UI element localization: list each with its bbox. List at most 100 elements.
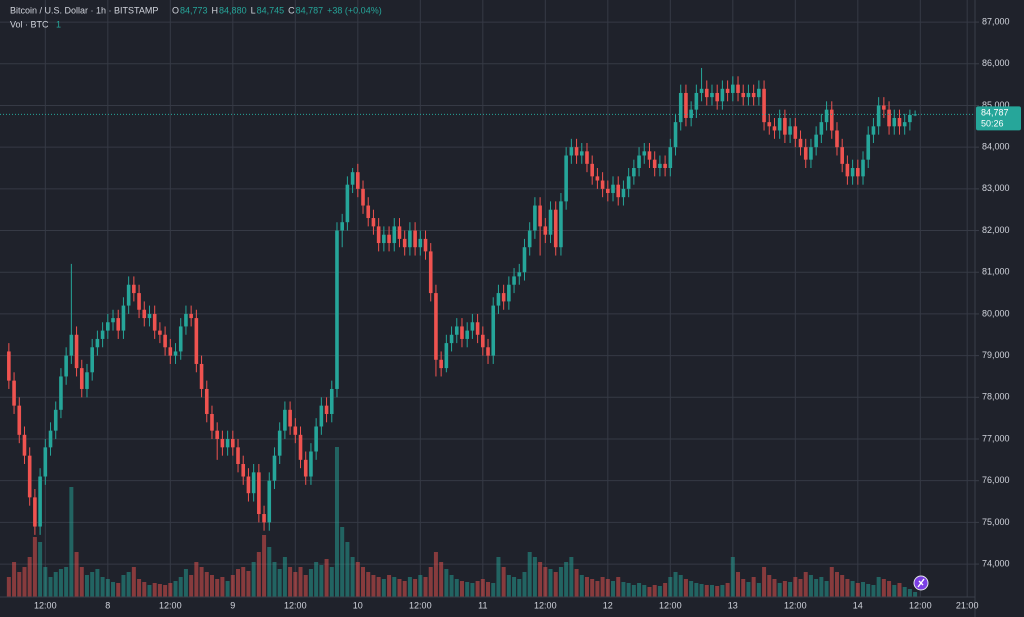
candle-body <box>642 151 647 156</box>
candle-body <box>803 147 808 160</box>
candle-body <box>699 88 704 93</box>
volume-bar <box>241 567 246 597</box>
candle-body <box>522 247 527 273</box>
volume-bar <box>788 582 793 597</box>
candle-body <box>132 284 136 294</box>
candle-body <box>751 92 756 98</box>
candle-body <box>626 176 631 189</box>
candle-body <box>876 105 881 127</box>
volume-bar <box>699 584 704 597</box>
y-tick-label: 83,000 <box>982 183 1010 193</box>
candle-body <box>481 334 485 348</box>
candle-body <box>111 318 115 323</box>
volume-bar <box>121 575 126 597</box>
x-tick-label: 9 <box>230 600 235 610</box>
volume-bar <box>491 583 496 597</box>
candle-body <box>616 184 621 198</box>
candle-body <box>684 92 688 118</box>
volume-bar <box>762 567 767 597</box>
volume-bar <box>569 557 574 597</box>
candle-body <box>553 209 558 248</box>
x-tick-label: 12:00 <box>909 600 932 610</box>
candle-body <box>543 226 548 235</box>
candle-body <box>382 234 386 244</box>
candle-body <box>288 409 292 427</box>
volume-bar <box>142 582 147 597</box>
candle-body <box>569 147 574 156</box>
volume-bar <box>736 572 741 597</box>
volume-bar <box>392 577 397 597</box>
candle-body <box>777 117 782 131</box>
volume-bar <box>501 567 506 597</box>
grid <box>0 0 975 597</box>
candle-body <box>43 447 48 477</box>
price-tag-bg <box>976 106 1021 131</box>
candle-body <box>189 313 193 319</box>
candle-body <box>22 434 27 456</box>
candle-body <box>845 163 850 177</box>
volume-bar <box>64 567 69 597</box>
volume-bar <box>152 583 157 597</box>
volume-bar <box>204 572 209 597</box>
candle-body <box>215 430 219 439</box>
volume-bar <box>69 487 74 597</box>
candle-body <box>444 343 449 369</box>
volume-bar <box>194 562 199 597</box>
candle-body <box>861 159 865 177</box>
candle-body <box>173 351 178 356</box>
candle-body <box>574 147 579 156</box>
volume-bar <box>506 575 511 597</box>
volume-bar <box>340 527 345 597</box>
volume-bar <box>647 587 652 597</box>
volume-bar <box>486 582 491 597</box>
candle-body <box>402 238 407 248</box>
candle-body <box>314 426 318 452</box>
candle-body <box>486 347 490 356</box>
ohlc-value: 84,787 <box>296 5 324 15</box>
volume-bar <box>621 582 626 597</box>
candle-body <box>64 355 68 377</box>
candle-body <box>835 130 839 148</box>
candle-body <box>637 155 641 169</box>
candle-body <box>501 293 506 302</box>
candle-body <box>564 155 568 202</box>
candle-body <box>397 226 402 239</box>
y-tick-label: 79,000 <box>982 350 1010 360</box>
volume-bar <box>725 583 730 597</box>
candle-body <box>850 168 855 177</box>
candle-body <box>236 447 240 465</box>
candle-body <box>908 114 912 123</box>
price-tag: 84,787 <box>981 108 1009 118</box>
candle-body <box>517 272 522 277</box>
volume-bar <box>168 583 173 597</box>
candle-body <box>767 122 772 127</box>
candle-body <box>678 92 683 123</box>
candle-body <box>470 322 475 331</box>
volume-bar <box>230 575 235 597</box>
volume-bar <box>584 577 589 597</box>
candle-body <box>871 126 876 135</box>
candles <box>7 67 917 535</box>
x-tick-label: 13 <box>728 600 738 610</box>
candle-body <box>715 92 719 102</box>
volume-bar <box>642 585 647 597</box>
volume-bar <box>423 577 428 597</box>
volume-value: 1 <box>56 19 61 29</box>
ohlc-value: 84,745 <box>257 5 285 15</box>
ohlc-key: H <box>212 5 219 15</box>
volume-bar <box>418 575 423 597</box>
candle-body <box>647 151 652 160</box>
candle-body <box>824 109 829 123</box>
candle-body <box>350 172 355 185</box>
volume-bar <box>777 583 782 597</box>
volume-bar <box>282 557 287 597</box>
candle-body <box>272 455 277 481</box>
x-tick-label: 12:00 <box>159 600 182 610</box>
candle-body <box>887 109 891 127</box>
y-tick-label: 87,000 <box>982 16 1010 26</box>
ohlc-key: O <box>172 5 179 15</box>
candle-body <box>585 151 589 164</box>
candle-body <box>324 405 329 414</box>
candle-body <box>606 188 610 194</box>
